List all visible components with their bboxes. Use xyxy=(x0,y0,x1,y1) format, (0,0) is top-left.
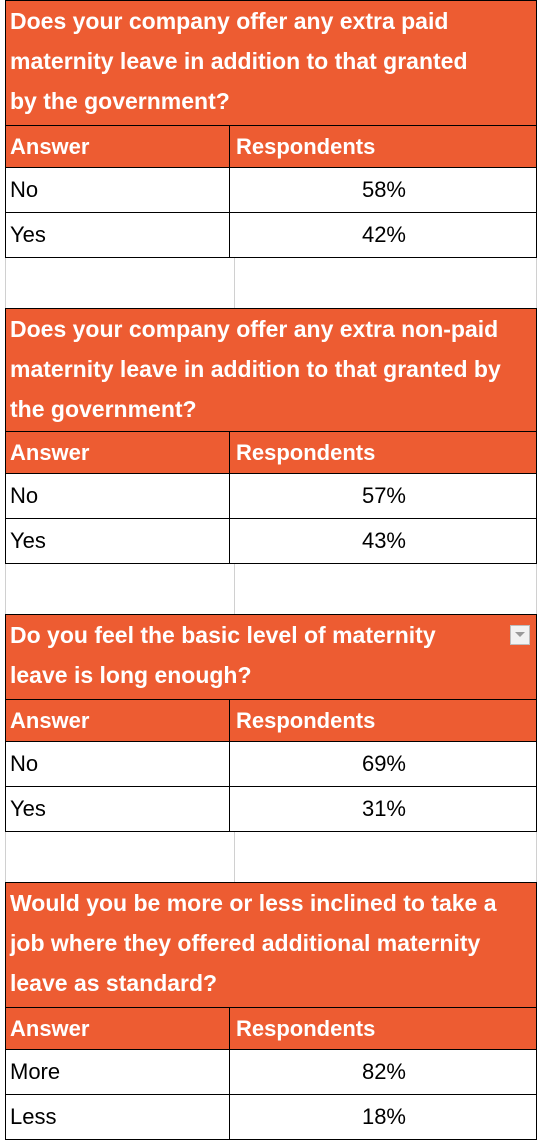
column-header-row: Answer Respondents xyxy=(6,1008,536,1050)
question-header: Do you feel the basic level of maternity… xyxy=(6,614,536,700)
survey-table: Does your company offer any extra paid m… xyxy=(5,0,537,258)
respondents-column-header: Respondents xyxy=(236,1015,376,1041)
respondents-cell: 82% xyxy=(361,1059,406,1084)
answer-column-header: Answer xyxy=(6,432,230,473)
respondents-column-header: Respondents xyxy=(236,707,376,733)
answer-cell: No xyxy=(6,474,230,518)
question-header: Would you be more or less inclined to ta… xyxy=(6,882,536,1008)
empty-cell xyxy=(6,832,235,882)
answer-column-header: Answer xyxy=(6,700,230,741)
respondents-cell: 43% xyxy=(361,528,406,553)
empty-row xyxy=(5,832,537,882)
answer-cell: Yes xyxy=(6,787,230,831)
question-header: Does your company offer any extra non-pa… xyxy=(6,308,536,432)
survey-table: Would you be more or less inclined to ta… xyxy=(5,882,537,1140)
respondents-cell: 57% xyxy=(361,483,406,508)
table-row: No 69% xyxy=(6,742,536,787)
respondents-cell: 31% xyxy=(361,796,406,821)
question-text: Do you feel the basic level of maternity… xyxy=(10,622,436,688)
answer-cell: Yes xyxy=(6,519,230,563)
empty-cell xyxy=(6,258,235,308)
respondents-column-header: Respondents xyxy=(236,439,376,465)
answer-cell: No xyxy=(6,168,230,212)
survey-table: Does your company offer any extra non-pa… xyxy=(5,308,537,564)
answer-column-header: Answer xyxy=(6,126,230,167)
empty-row xyxy=(5,258,537,308)
column-header-row: Answer Respondents xyxy=(6,126,536,168)
dropdown-filter-icon[interactable] xyxy=(510,625,530,645)
respondents-column-header: Respondents xyxy=(236,133,376,159)
table-row: No 57% xyxy=(6,474,536,519)
survey-table: Do you feel the basic level of maternity… xyxy=(5,614,537,832)
question-header: Does your company offer any extra paid m… xyxy=(6,0,536,126)
respondents-cell: 69% xyxy=(361,751,406,776)
table-row: Yes 43% xyxy=(6,519,536,564)
answer-cell: Less xyxy=(6,1095,230,1139)
table-row: More 82% xyxy=(6,1050,536,1095)
table-row: Less 18% xyxy=(6,1095,536,1140)
table-row: No 58% xyxy=(6,168,536,213)
table-row: Yes 42% xyxy=(6,213,536,258)
answer-cell: Yes xyxy=(6,213,230,257)
answer-column-header: Answer xyxy=(6,1008,230,1049)
survey-sheet: Does your company offer any extra paid m… xyxy=(5,0,537,1140)
respondents-cell: 42% xyxy=(361,222,406,247)
answer-cell: No xyxy=(6,742,230,786)
table-row: Yes 31% xyxy=(6,787,536,832)
column-header-row: Answer Respondents xyxy=(6,432,536,474)
column-header-row: Answer Respondents xyxy=(6,700,536,742)
empty-cell xyxy=(6,564,235,614)
respondents-cell: 58% xyxy=(361,177,406,202)
respondents-cell: 18% xyxy=(361,1104,406,1129)
empty-row xyxy=(5,564,537,614)
answer-cell: More xyxy=(6,1050,230,1094)
